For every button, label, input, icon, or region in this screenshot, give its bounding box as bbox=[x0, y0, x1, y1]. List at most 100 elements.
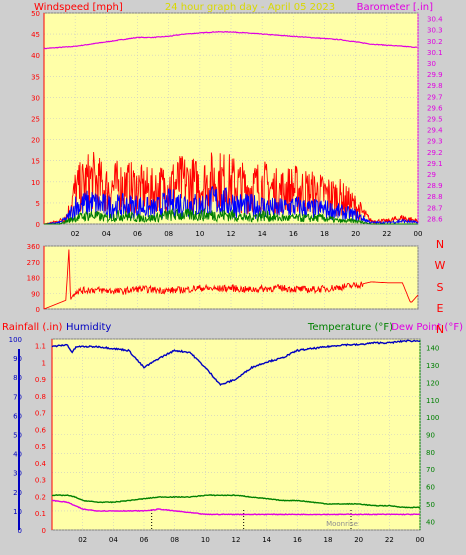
wind-x-tick-label: 06 bbox=[133, 230, 142, 238]
rainfall-y-tick-label: 0.9 bbox=[35, 376, 46, 384]
rainfall-y-tick-label: 1 bbox=[42, 359, 46, 367]
temperature-y-tick-label: 70 bbox=[426, 466, 435, 474]
wind-x-tick-label: 02 bbox=[71, 230, 80, 238]
barometer-y-tick-label: 29.2 bbox=[427, 149, 443, 157]
wind-y-tick-label: 30 bbox=[31, 94, 40, 102]
barometer-line bbox=[43, 30, 418, 50]
temperature-axis-label: Temperature (°F) bbox=[307, 322, 393, 333]
wind-x-tick-label: 00 bbox=[414, 230, 423, 238]
barometer-y-tick-label: 28.7 bbox=[427, 204, 443, 212]
humidity-y-tick-label: 90 bbox=[13, 355, 22, 363]
chart-title: 24 hour graph day - April 05 2023 bbox=[165, 2, 335, 13]
humidity-x-tick-label: 20 bbox=[354, 536, 363, 544]
temperature-y-tick-label: 50 bbox=[426, 501, 435, 509]
temperature-y-tick-label: 60 bbox=[426, 484, 435, 492]
humidity-axis-label: Humidity bbox=[66, 322, 111, 333]
compass-label-e: E bbox=[437, 302, 444, 315]
rainfall-y-tick-label: 0.7 bbox=[35, 410, 46, 418]
direction-y-tick-label: 0 bbox=[36, 306, 40, 314]
wind-x-tick-label: 20 bbox=[351, 230, 360, 238]
direction-y-tick-label: 180 bbox=[27, 275, 40, 283]
barometer-y-tick-label: 30.2 bbox=[427, 38, 443, 46]
wind-x-tick-label: 12 bbox=[227, 230, 236, 238]
compass-label-n: N bbox=[436, 323, 444, 336]
compass-label-n: N bbox=[436, 238, 444, 251]
rainfall-y-tick-label: 0.2 bbox=[35, 493, 46, 501]
barometer-y-tick-label: 29.5 bbox=[427, 116, 443, 124]
humidity-y-tick-label: 50 bbox=[13, 432, 22, 440]
barometer-y-tick-label: 28.9 bbox=[427, 182, 443, 190]
humidity-x-tick-label: 02 bbox=[78, 536, 87, 544]
wind-y-tick-label: 10 bbox=[31, 179, 40, 187]
wind-x-tick-label: 18 bbox=[320, 230, 329, 238]
wind-y-tick-label: 35 bbox=[31, 73, 40, 81]
barometer-y-tick-label: 29.9 bbox=[427, 71, 443, 79]
barometer-y-tick-label: 29.6 bbox=[427, 104, 443, 112]
wind-y-tick-label: 40 bbox=[31, 52, 40, 60]
barometer-y-tick-label: 29.7 bbox=[427, 93, 443, 101]
humidity-line bbox=[51, 339, 421, 386]
wind-y-tick-label: 20 bbox=[31, 137, 40, 145]
compass-label-w: W bbox=[435, 259, 446, 272]
rainfall-y-tick-label: 0.8 bbox=[35, 393, 46, 401]
barometer-y-tick-label: 30 bbox=[427, 60, 436, 68]
humidity-y-tick-label: 10 bbox=[13, 508, 22, 516]
wind-direction-line bbox=[43, 249, 419, 310]
temperature-y-tick-label: 80 bbox=[426, 449, 435, 457]
rainfall-axis-label: Rainfall (.in) bbox=[2, 322, 63, 333]
temperature-y-tick-label: 90 bbox=[426, 432, 435, 440]
barometer-y-tick-label: 30.3 bbox=[427, 27, 443, 35]
chart-layer: 0510152025303540455028.628.728.828.92929… bbox=[9, 10, 446, 544]
wind-low-line bbox=[44, 207, 418, 225]
humidity-x-tick-label: 16 bbox=[293, 536, 302, 544]
humidity-y-tick-label: 20 bbox=[13, 489, 22, 497]
dewpoint-line bbox=[51, 499, 421, 516]
direction-y-tick-label: 360 bbox=[27, 243, 40, 251]
wind-x-tick-label: 16 bbox=[289, 230, 298, 238]
wind-x-tick-label: 04 bbox=[102, 230, 111, 238]
wind-y-tick-label: 45 bbox=[31, 31, 40, 39]
humidity-x-tick-label: 00 bbox=[416, 536, 425, 544]
rainfall-y-tick-label: 0.1 bbox=[35, 510, 46, 518]
barometer-y-tick-label: 29.8 bbox=[427, 82, 443, 90]
temperature-y-tick-label: 140 bbox=[426, 345, 439, 353]
barometer-y-tick-label: 30.4 bbox=[427, 16, 443, 24]
temperature-y-tick-label: 100 bbox=[426, 414, 439, 422]
humidity-x-tick-label: 08 bbox=[170, 536, 179, 544]
temperature-y-tick-label: 130 bbox=[426, 362, 439, 370]
moonrise-label: Moonrise bbox=[326, 520, 358, 528]
rainfall-y-tick-label: 0 bbox=[42, 527, 46, 535]
humidity-x-tick-label: 18 bbox=[324, 536, 333, 544]
wind-x-tick-label: 08 bbox=[164, 230, 173, 238]
wind-x-tick-label: 14 bbox=[258, 230, 267, 238]
temperature-y-tick-label: 120 bbox=[426, 379, 439, 387]
barometer-y-tick-label: 29.3 bbox=[427, 138, 443, 146]
temperature-y-tick-label: 110 bbox=[426, 397, 439, 405]
wind-y-tick-label: 25 bbox=[31, 116, 40, 124]
barometer-y-tick-label: 28.6 bbox=[427, 215, 443, 223]
wind-y-tick-label: 15 bbox=[31, 158, 40, 166]
direction-y-tick-label: 90 bbox=[31, 290, 40, 298]
humidity-y-tick-label: 30 bbox=[13, 470, 22, 478]
humidity-x-tick-label: 10 bbox=[201, 536, 210, 544]
rainfall-y-tick-label: 0.4 bbox=[35, 460, 47, 468]
wind-x-tick-label: 10 bbox=[195, 230, 204, 238]
humidity-x-tick-label: 14 bbox=[262, 536, 271, 544]
humidity-y-tick-label: 60 bbox=[13, 412, 22, 420]
compass-label-s: S bbox=[437, 281, 444, 294]
rainfall-y-tick-label: 0.3 bbox=[35, 477, 46, 485]
windspeed-axis-label: Windspeed [mph] bbox=[34, 2, 123, 13]
wind-gust-line bbox=[43, 151, 419, 225]
humidity-y-tick-label: 0 bbox=[18, 527, 22, 535]
barometer-y-tick-label: 29 bbox=[427, 171, 436, 179]
wind-y-tick-label: 5 bbox=[36, 200, 40, 208]
humidity-x-tick-label: 12 bbox=[232, 536, 241, 544]
humidity-y-tick-label: 70 bbox=[13, 393, 22, 401]
rainfall-y-tick-label: 0.5 bbox=[35, 443, 46, 451]
barometer-y-tick-label: 29.1 bbox=[427, 160, 443, 168]
wind-y-tick-label: 0 bbox=[36, 221, 40, 229]
temperature-line bbox=[51, 494, 421, 509]
barometer-y-tick-label: 29.4 bbox=[427, 127, 443, 135]
